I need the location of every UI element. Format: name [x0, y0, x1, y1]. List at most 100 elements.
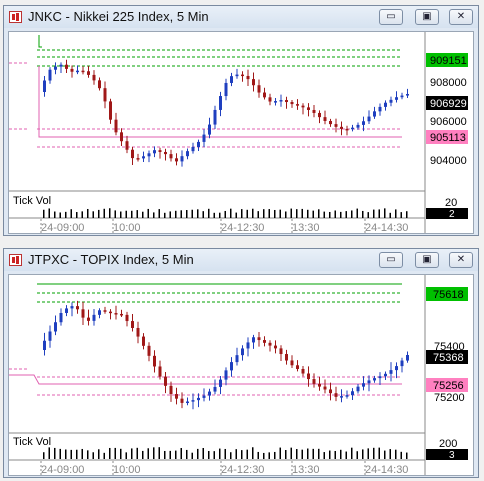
volume-bar	[274, 209, 276, 218]
candle-body	[384, 102, 387, 107]
candle-body	[59, 64, 63, 67]
time-label: 24-12:30	[221, 222, 264, 234]
candle-body	[48, 69, 52, 81]
candle-body	[263, 340, 266, 343]
volume-bar	[301, 449, 303, 459]
candle-body	[153, 355, 156, 367]
volume-bar	[76, 449, 78, 459]
volume-bar	[378, 447, 380, 459]
candle-body	[164, 376, 167, 386]
candle-body	[87, 317, 90, 321]
chart-client-area[interactable]: 908000 906000 904000 909151 906929 90511…	[8, 31, 474, 234]
volume-bar	[136, 210, 138, 218]
candle-body	[285, 354, 288, 361]
price-tick: 75200	[434, 392, 465, 404]
candle-body	[395, 366, 398, 371]
minimize-button[interactable]: ▭	[379, 252, 403, 268]
volume-bar	[356, 208, 358, 218]
candle-body	[43, 340, 46, 350]
candle-body	[147, 153, 151, 157]
volume-tick: 200	[439, 438, 457, 450]
volume-bar	[263, 209, 265, 218]
volume-bar	[48, 447, 50, 459]
candle-body	[147, 345, 151, 356]
candle-body	[98, 310, 101, 315]
volume-bar	[312, 448, 314, 459]
restore-button[interactable]: ▣	[415, 9, 439, 25]
volume-bar	[279, 209, 281, 218]
candle-body	[153, 150, 156, 154]
volume-bar	[208, 208, 210, 218]
restore-button[interactable]: ▣	[415, 252, 439, 268]
minimize-button[interactable]: ▭	[379, 9, 403, 25]
candle-body	[142, 156, 145, 159]
volume-bar	[92, 211, 94, 218]
chart-svg[interactable]: 75600 75400 75200 75618 75368 75256 Tick…	[9, 275, 474, 476]
volume-bar	[153, 212, 155, 218]
candle-body	[235, 74, 239, 77]
volume-bar	[153, 447, 155, 459]
candle-body	[373, 378, 376, 381]
volume-bar	[279, 447, 281, 459]
candle-body	[246, 342, 250, 349]
volume-bar	[109, 208, 111, 218]
topix-chart-window: JTPXC - TOPIX Index, 5 Min ▭ ▣ ✕ 75600 7…	[3, 248, 479, 478]
volume-bar	[340, 449, 342, 459]
volume-bar	[65, 211, 67, 218]
candle-body	[301, 105, 305, 108]
title-bar[interactable]: JTPXC - TOPIX Index, 5 Min ▭ ▣ ✕	[4, 249, 478, 271]
candle-body	[312, 379, 316, 384]
candle-body	[213, 386, 217, 392]
chart-background	[9, 32, 473, 233]
volume-bar	[70, 209, 72, 218]
candle-body	[131, 321, 134, 328]
candle-body	[312, 109, 316, 113]
candle-body	[257, 85, 261, 93]
candle-body	[323, 386, 327, 390]
last-price-tag	[426, 96, 468, 110]
candle-body	[285, 100, 288, 103]
volume-bar	[70, 449, 72, 459]
candle-body	[241, 74, 244, 77]
volume-bar	[125, 452, 127, 459]
volume-bar	[252, 447, 254, 459]
time-label: 24-12:30	[221, 464, 264, 476]
chart-background	[9, 275, 473, 475]
volume-bar	[202, 211, 204, 218]
candle-body	[246, 75, 250, 80]
volume-bar	[230, 452, 232, 459]
support-price-tag	[426, 130, 468, 144]
candle-body	[92, 74, 96, 81]
volume-bar	[98, 209, 100, 218]
candle-body	[329, 120, 332, 125]
candle-body	[76, 70, 79, 73]
volume-bar	[389, 212, 391, 218]
title-bar[interactable]: JNKC - Nikkei 225 Index, 5 Min ▭ ▣ ✕	[4, 6, 478, 28]
chart-app-icon	[9, 11, 22, 23]
candle-body	[296, 365, 299, 369]
support-price-label: 75256	[433, 380, 464, 392]
volume-bar	[301, 208, 303, 218]
volume-label: Tick Vol	[13, 436, 51, 448]
volume-bar	[362, 449, 364, 459]
close-button[interactable]: ✕	[449, 252, 473, 268]
volume-bar	[235, 212, 237, 218]
candle-body	[114, 313, 118, 315]
chart-client-area[interactable]: 75600 75400 75200 75618 75368 75256 Tick…	[8, 274, 474, 476]
close-button[interactable]: ✕	[449, 9, 473, 25]
price-tick: 904000	[430, 155, 467, 167]
volume-bar	[307, 448, 309, 459]
candle-body	[362, 121, 365, 125]
volume-bar	[202, 447, 204, 459]
time-label: 13:30	[292, 464, 320, 476]
candle-body	[252, 79, 255, 86]
candle-body	[70, 68, 74, 72]
volume-bar	[54, 447, 56, 459]
chart-svg[interactable]: 908000 906000 904000 909151 906929 90511…	[9, 32, 474, 234]
candle-body	[169, 385, 173, 395]
volume-bar	[169, 450, 171, 459]
volume-bar	[230, 208, 232, 218]
candle-body	[384, 373, 387, 377]
support-price-tag	[426, 378, 468, 392]
volume-bar	[180, 210, 182, 218]
